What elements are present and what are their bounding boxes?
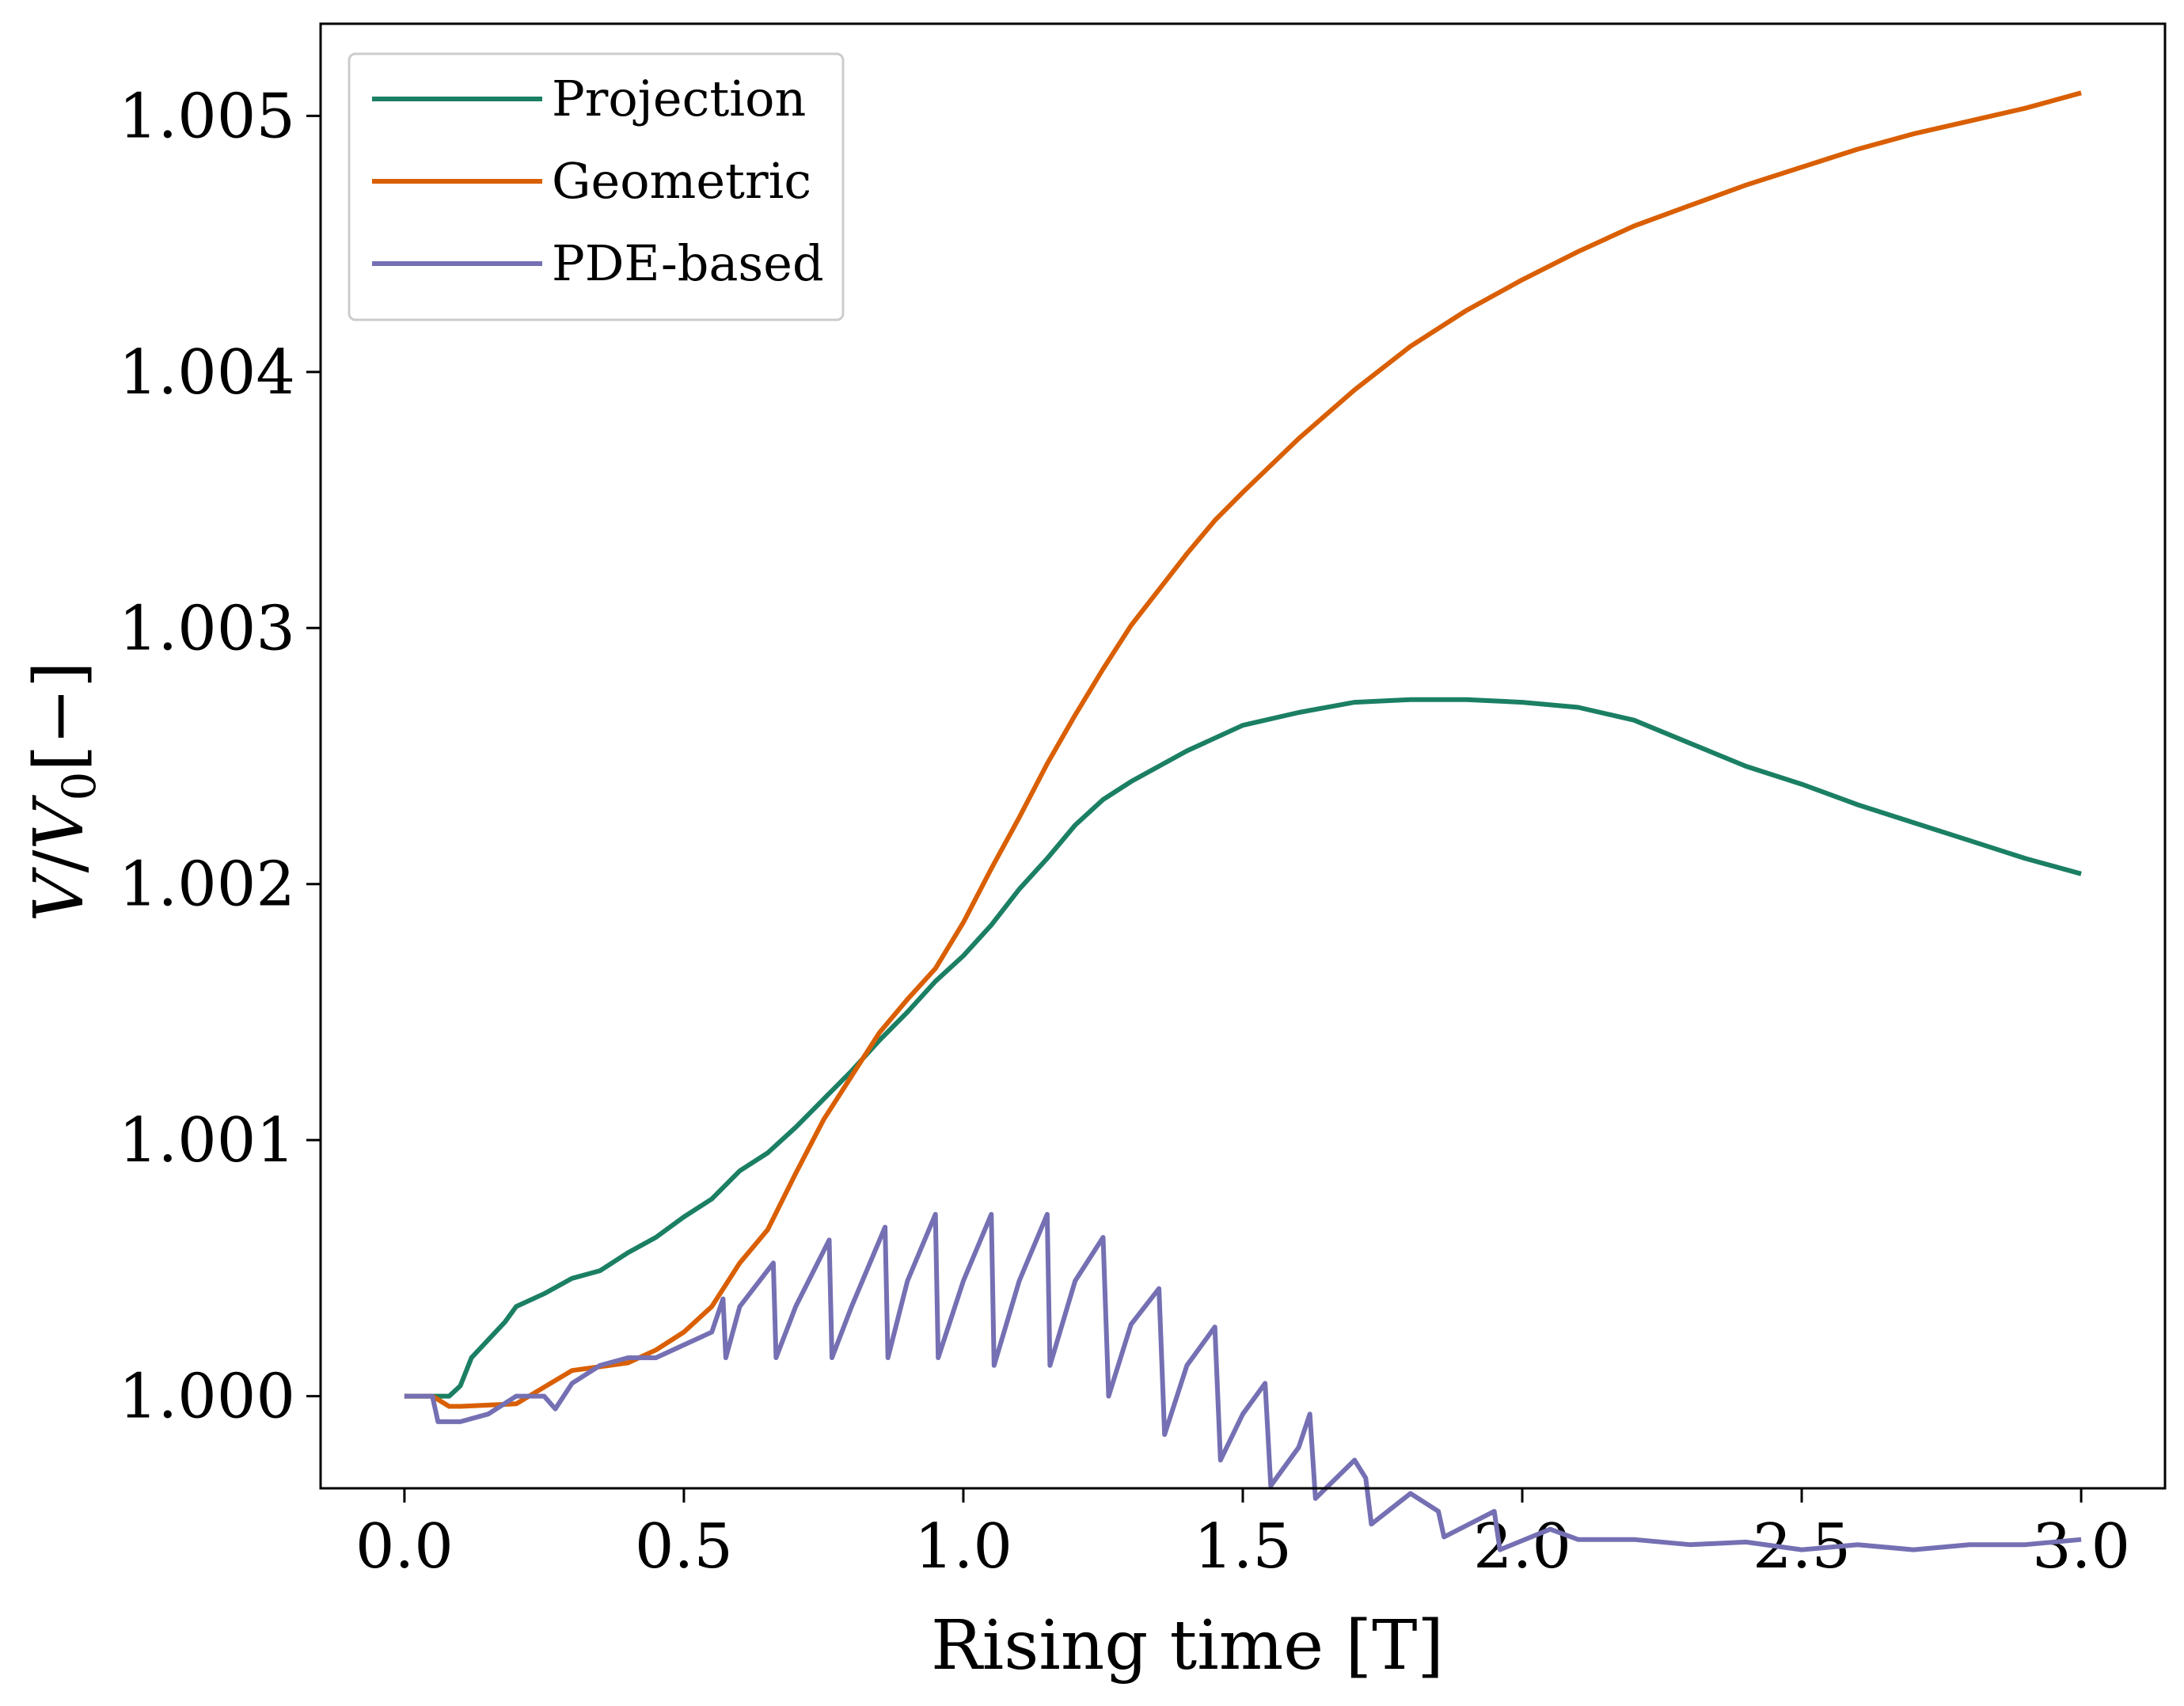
plot-frame [319,22,2167,1490]
x-tick-label: 0.0 [355,1511,454,1583]
y-tick-label: 1.001 [119,1105,295,1176]
y-tick-label: 1.005 [119,81,295,152]
legend-box [348,52,845,321]
series-line-pde-based [404,1211,2082,1552]
series-line-projection [404,697,2082,1399]
x-tick-label: 1.5 [1194,1511,1292,1583]
y-tick-label: 1.000 [119,1362,295,1433]
y-tick-label: 1.002 [119,849,295,921]
legend: Projection Geometric PDE-based [348,52,845,321]
legend-items: Projection Geometric PDE-based [372,70,824,292]
y-tick-label: 1.003 [119,593,295,664]
legend-label: Projection [552,70,806,127]
series-line-geometric [404,90,2082,1409]
y-axis-ticks: 1.000 1.001 1.002 1.003 1.004 1.005 [119,81,321,1433]
x-tick-label: 0.5 [635,1511,733,1583]
x-tick-label: 2.0 [1473,1511,1571,1583]
x-axis-title: Rising time [T] [931,1606,1444,1685]
y-axis-title: V/V0[−] [20,661,106,921]
x-tick-label: 1.0 [914,1511,1012,1583]
legend-label: Geometric [552,152,811,210]
y-tick-label: 1.004 [119,337,295,408]
x-tick-label: 3.0 [2032,1511,2130,1583]
series-lines [404,90,2082,1552]
x-axis-ticks: 0.0 0.5 1.0 1.5 2.0 2.5 3.0 [355,1488,2130,1583]
legend-label: PDE-based [552,234,824,292]
